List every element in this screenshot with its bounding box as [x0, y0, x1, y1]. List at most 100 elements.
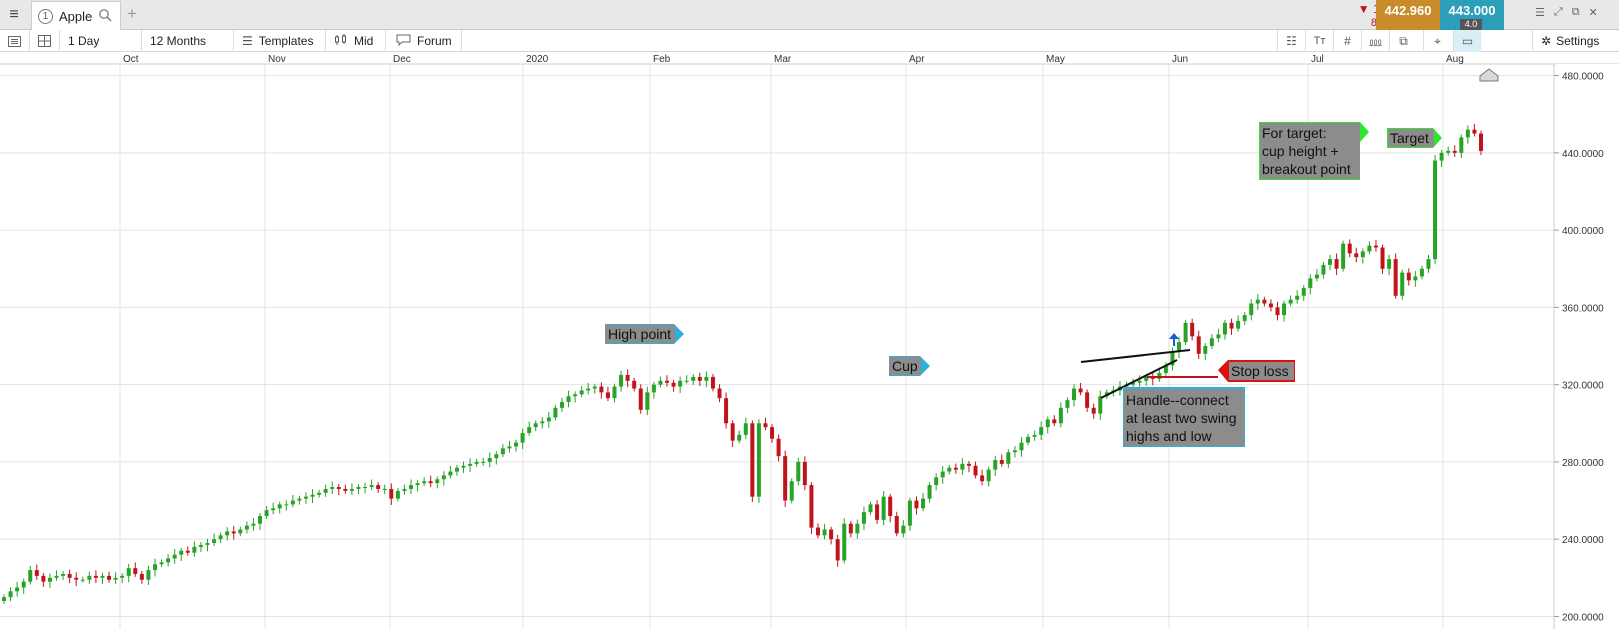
hamburger-menu-icon[interactable]: ≡: [9, 6, 19, 23]
candle-body: [428, 481, 433, 484]
candle-body: [61, 573, 66, 576]
candle-body: [1026, 436, 1031, 443]
candle-body: [1190, 322, 1195, 337]
candle: [1347, 239, 1352, 258]
candle-body: [80, 579, 85, 581]
label-tool-icon[interactable]: ▭: [1453, 30, 1481, 52]
settings-button[interactable]: ✲ Settings: [1532, 30, 1599, 52]
candle-body: [638, 388, 643, 410]
candle-body: [481, 461, 486, 463]
candle-body: [717, 388, 722, 399]
candle: [1039, 421, 1044, 441]
candle: [1236, 315, 1241, 332]
candle-body: [107, 575, 112, 580]
candle: [159, 559, 164, 568]
candle: [389, 483, 394, 505]
candle-body: [783, 456, 788, 501]
candle-body: [74, 577, 79, 580]
candle: [520, 428, 525, 449]
templates-button[interactable]: ☰ Templates: [234, 30, 326, 52]
candle-body: [960, 463, 965, 470]
candle: [1019, 436, 1024, 457]
chat-bubble-icon: [396, 34, 411, 49]
month-label: Oct: [123, 54, 139, 65]
annotation-stop-loss-text: Stop loss: [1231, 363, 1289, 379]
candle-body: [684, 380, 689, 382]
candle: [868, 501, 873, 516]
candle: [74, 572, 79, 587]
candle: [1465, 125, 1470, 144]
text-tool-icon[interactable]: Tт: [1305, 30, 1333, 52]
candle-body: [881, 496, 886, 520]
crosshair-grid-icon[interactable]: #: [1333, 30, 1361, 52]
interval-select[interactable]: 1 Day: [60, 30, 142, 52]
period-select[interactable]: 12 Months: [142, 30, 234, 52]
candle: [1393, 253, 1398, 299]
tab-apple[interactable]: 1 Apple: [31, 1, 121, 30]
layout-grid-icon[interactable]: [30, 30, 60, 52]
annotation-cup[interactable]: Cup: [889, 356, 930, 376]
add-tab-button[interactable]: +: [127, 4, 137, 23]
popout-icon[interactable]: ⧉: [1571, 6, 1580, 18]
candle: [41, 572, 46, 587]
annotation-handle[interactable]: Handle--connect at least two swing highs…: [1113, 387, 1245, 447]
candle-body: [303, 496, 308, 499]
candle-body: [625, 374, 630, 381]
annotation-high-point[interactable]: High point: [605, 324, 684, 344]
candle-body: [441, 475, 446, 480]
annotation-target-note[interactable]: For target: cup height + breakout point: [1259, 122, 1369, 180]
candle: [592, 383, 597, 394]
forum-button[interactable]: Forum: [386, 30, 462, 52]
candle-body: [468, 463, 473, 466]
price-tick-label: 320.0000: [1562, 381, 1604, 392]
candle: [258, 513, 263, 531]
price-type-button[interactable]: Mid: [326, 30, 386, 52]
candle-body: [934, 477, 939, 486]
notes-icon[interactable]: ☷: [1277, 30, 1305, 52]
home-icon[interactable]: [1479, 68, 1499, 82]
close-icon[interactable]: ✕: [1588, 7, 1598, 19]
candle: [1209, 334, 1214, 349]
sell-button[interactable]: 442.960: [1376, 0, 1440, 30]
indicators-icon[interactable]: ⅏: [1361, 30, 1389, 52]
candle: [500, 444, 505, 458]
candle: [244, 521, 249, 534]
candle: [1452, 145, 1457, 157]
period-label: 12 Months: [150, 34, 207, 48]
candle: [34, 564, 39, 580]
candle-body: [336, 487, 341, 489]
expand-icon[interactable]: ⤢: [1553, 6, 1563, 18]
annotation-target[interactable]: Target: [1387, 128, 1442, 148]
month-label: Apr: [909, 54, 925, 65]
candle: [1282, 300, 1287, 322]
gear-icon: ✲: [1541, 34, 1552, 48]
candle: [1328, 254, 1333, 271]
candle-body: [231, 531, 236, 534]
search-icon[interactable]: [98, 8, 112, 25]
candle-body: [494, 454, 499, 459]
candle-body: [284, 504, 289, 506]
candle: [120, 572, 125, 584]
candle-body: [750, 423, 755, 497]
candle-body: [704, 376, 709, 381]
candle: [651, 381, 656, 399]
list-icon[interactable]: ☰: [1535, 7, 1545, 19]
candle: [566, 390, 571, 408]
candle-body: [192, 546, 197, 553]
candle: [507, 440, 512, 453]
candle-body: [1229, 322, 1234, 329]
draw-tool-icon[interactable]: ⌖: [1423, 30, 1451, 52]
annotation-high-point-text: High point: [608, 326, 671, 342]
candle: [15, 581, 20, 597]
annotation-stop-loss[interactable]: Stop loss: [1218, 360, 1295, 382]
copy-icon[interactable]: ⧉: [1389, 30, 1417, 52]
price-tick-label: 480.0000: [1562, 72, 1604, 83]
candles-layer: [2, 124, 1483, 604]
candle-body: [113, 577, 118, 580]
candle: [993, 455, 998, 477]
price-chart[interactable]: Oct Nov Dec 2020 Feb Mar Apr May Jun Jul Aug 480.0…: [0, 52, 1619, 629]
candle-body: [356, 487, 361, 489]
candle: [1321, 261, 1326, 279]
list-view-icon[interactable]: [0, 30, 30, 52]
candle-body: [310, 494, 315, 497]
